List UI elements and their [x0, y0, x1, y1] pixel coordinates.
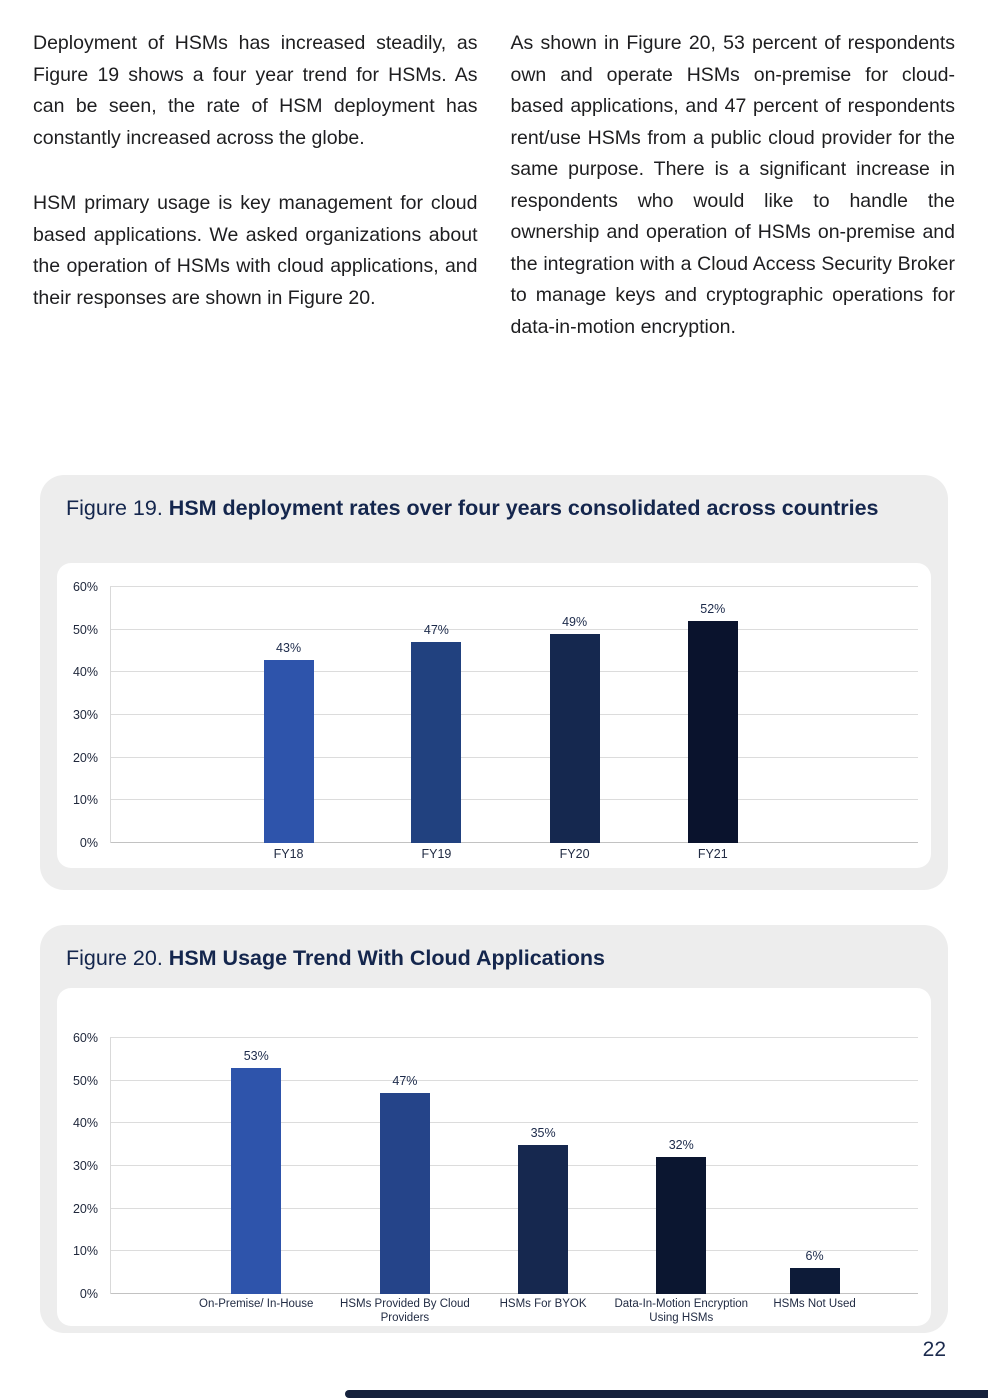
bar [379, 1093, 430, 1294]
y-axis-tick: 50% [72, 1073, 98, 1088]
gridline [110, 1207, 918, 1209]
bar-value-label: 52% [700, 602, 726, 617]
bar [411, 642, 462, 843]
figure20-title: Figure 20. HSM Usage Trend With Cloud Ap… [40, 925, 948, 975]
figure19-title: Figure 19. HSM deployment rates over fou… [40, 475, 948, 525]
y-axis-tick: 10% [72, 793, 98, 808]
paragraph: As shown in Figure 20, 53 percent of res… [510, 32, 956, 338]
gridline [110, 799, 918, 801]
figure19-plot-area: 0% 10% 20% 30% 40% 50% 60% 43% FY18 47% FY19 49% FY2… [73, 580, 918, 861]
bar [789, 1268, 840, 1294]
x-axis-label: HSMs For BYOK [499, 1298, 587, 1310]
y-axis-line [110, 1038, 111, 1294]
gridline [110, 1250, 918, 1252]
bar-value-label: 49% [562, 614, 588, 629]
y-axis-tick: 40% [72, 665, 98, 680]
bar [263, 659, 314, 843]
figure20-bar-chart: 0% 10% 20% 30% 40% 50% 60% 53% On-Premise/ In-Ho… [57, 988, 931, 1326]
bar [656, 1157, 707, 1294]
footer-progress-bar [345, 1390, 988, 1398]
x-axis-label: On-Premise/ In-House [199, 1298, 314, 1310]
y-axis-line [110, 587, 111, 843]
gridline [110, 1165, 918, 1166]
y-axis-tick: 60% [72, 1031, 98, 1045]
y-axis-tick: 20% [72, 750, 98, 765]
gridline [110, 1079, 918, 1081]
x-axis-label: FY20 [559, 847, 590, 861]
x-axis-label: Data-In-Motion Encryption Using HSMs [614, 1298, 749, 1324]
figure19-bar-chart: 0% 10% 20% 30% 40% 50% 60% 43% FY18 47% FY19 49% FY2… [57, 563, 931, 868]
figure19-label: Figure 19. [66, 496, 163, 520]
gridline [110, 756, 918, 758]
figure20-label: Figure 20. [66, 946, 163, 970]
gridline [110, 842, 918, 843]
bar [518, 1144, 569, 1294]
y-axis-tick: 10% [72, 1244, 98, 1259]
y-axis-tick: 30% [72, 708, 98, 722]
figure19-card: Figure 19. HSM deployment rates over fou… [40, 475, 948, 890]
intro-left-column: Deployment of HSMs has increased steadil… [33, 28, 478, 343]
bar-value-label: 32% [668, 1138, 694, 1153]
bar-value-label: 43% [276, 640, 302, 655]
x-axis-label: FY18 [273, 847, 304, 861]
bar-value-label: 35% [530, 1125, 556, 1140]
intro-right-column: As shown in Figure 20, 53 percent of res… [511, 28, 956, 343]
figure20-plot-area: 0% 10% 20% 30% 40% 50% 60% 53% On-Premise/ In-Ho… [73, 1031, 918, 1324]
x-axis-label: FY21 [697, 847, 728, 861]
y-axis-tick: 0% [79, 836, 98, 850]
bar [549, 633, 600, 843]
figure19-chart-panel: 0% 10% 20% 30% 40% 50% 60% 43% FY18 47% FY19 49% FY2… [57, 563, 931, 868]
intro-columns: Deployment of HSMs has increased steadil… [33, 28, 955, 343]
y-axis-tick: 20% [72, 1201, 98, 1216]
y-axis-tick: 50% [72, 622, 98, 637]
x-axis-label: HSMs Not Used [773, 1298, 856, 1310]
bar-value-label: 53% [243, 1048, 269, 1063]
gridline [110, 714, 918, 715]
figure20-card: Figure 20. HSM Usage Trend With Cloud Ap… [40, 925, 948, 1333]
figure19-name: HSM deployment rates over four years con… [168, 496, 879, 520]
paragraph: Deployment of HSMs has increased steadil… [33, 32, 478, 149]
bar [687, 621, 738, 843]
bar [231, 1067, 282, 1294]
bar-value-label: 47% [423, 623, 449, 638]
gridline [110, 1037, 918, 1038]
paragraph: HSM primary usage is key management for … [33, 192, 478, 309]
y-axis-tick: 0% [79, 1287, 98, 1301]
gridline [110, 1293, 918, 1294]
gridline [110, 628, 918, 630]
y-axis-tick: 30% [72, 1159, 98, 1173]
figure20-chart-panel: 0% 10% 20% 30% 40% 50% 60% 53% On-Premise/ In-Ho… [57, 988, 931, 1326]
x-axis-label: HSMs Provided By Cloud Providers [340, 1298, 470, 1324]
y-axis-tick: 60% [72, 580, 98, 594]
bar-value-label: 6% [805, 1249, 824, 1264]
page-number: 22 [922, 1338, 946, 1361]
x-axis-label: FY19 [421, 847, 452, 861]
bar-value-label: 47% [392, 1074, 418, 1089]
figure20-name: HSM Usage Trend With Cloud Applications [168, 946, 605, 970]
gridline [110, 671, 918, 673]
gridline [110, 586, 918, 587]
y-axis-tick: 40% [72, 1116, 98, 1131]
gridline [110, 1122, 918, 1124]
